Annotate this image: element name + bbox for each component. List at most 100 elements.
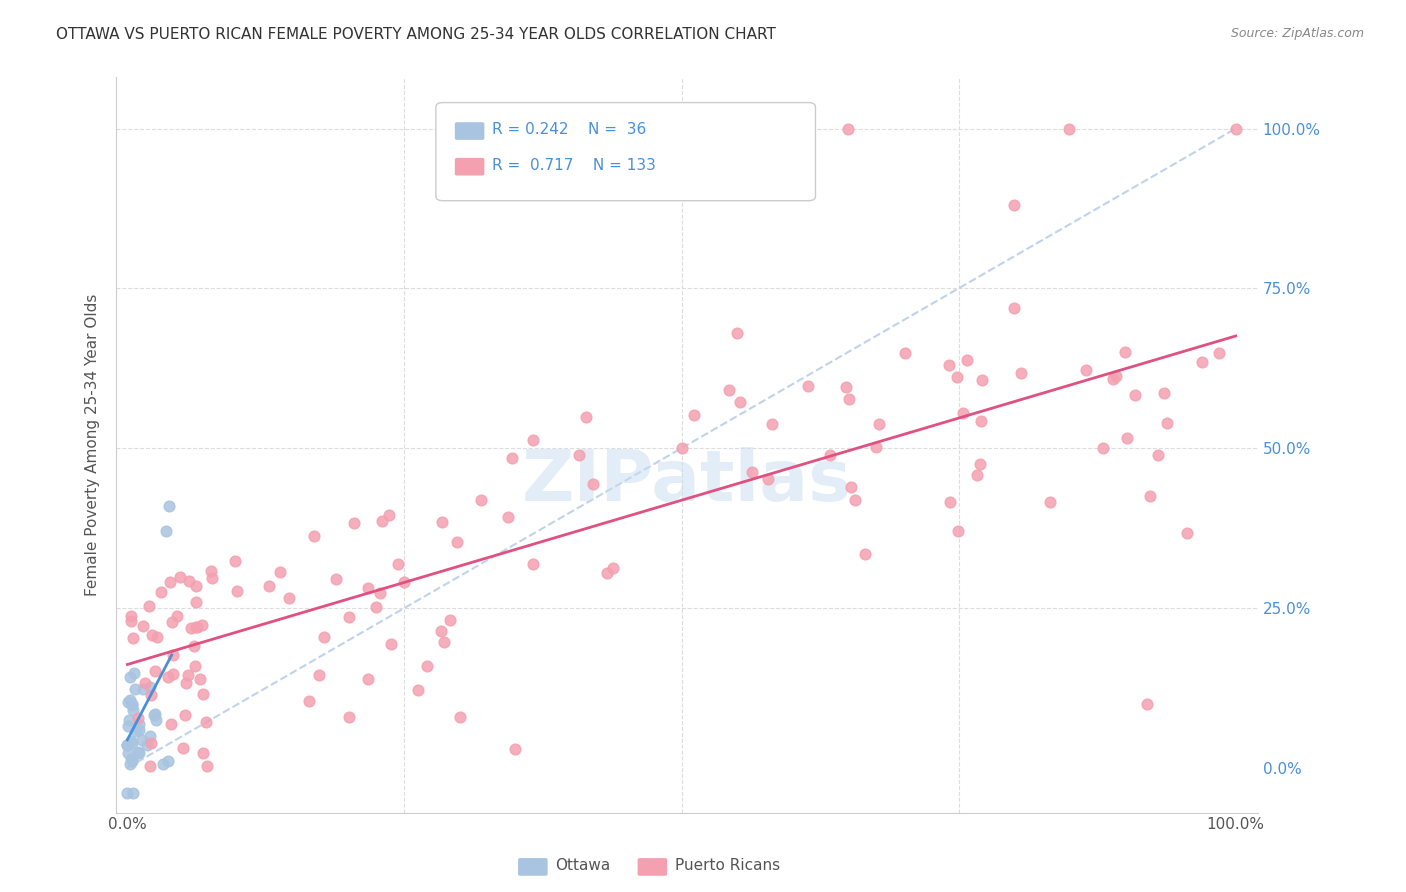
Text: Puerto Ricans: Puerto Ricans	[675, 858, 780, 872]
Point	[946, 370, 969, 384]
Point	[188, 672, 211, 686]
Point	[596, 566, 619, 580]
Point	[184, 658, 207, 673]
Point	[865, 440, 887, 454]
Point	[174, 675, 197, 690]
Point	[124, 681, 146, 696]
Point	[121, 754, 143, 768]
Point	[839, 480, 862, 494]
Point	[938, 495, 960, 509]
Point	[797, 379, 820, 393]
Point	[1091, 441, 1114, 455]
Point	[172, 740, 194, 755]
Point	[177, 574, 200, 589]
Point	[191, 687, 214, 701]
Point	[966, 467, 988, 482]
Point	[439, 613, 461, 627]
Point	[387, 557, 409, 571]
Point	[298, 694, 321, 708]
Point	[446, 535, 468, 549]
Point	[127, 711, 149, 725]
Point	[392, 574, 415, 589]
Point	[835, 380, 858, 394]
Point	[138, 599, 160, 613]
Point	[143, 664, 166, 678]
Point	[1139, 489, 1161, 503]
Point	[430, 624, 453, 639]
Point	[956, 353, 979, 368]
Point	[1136, 697, 1159, 711]
Point	[156, 754, 179, 768]
Point	[1156, 416, 1178, 430]
Point	[183, 639, 205, 653]
Point	[1123, 388, 1146, 402]
Point	[1002, 301, 1025, 315]
Point	[122, 786, 145, 800]
Point	[141, 688, 163, 702]
Point	[143, 707, 166, 722]
Point	[501, 451, 523, 466]
Text: OTTAWA VS PUERTO RICAN FEMALE POVERTY AMONG 25-34 YEAR OLDS CORRELATION CHART: OTTAWA VS PUERTO RICAN FEMALE POVERTY AM…	[56, 27, 776, 42]
Point	[225, 583, 247, 598]
Point	[135, 739, 157, 753]
Point	[125, 723, 148, 738]
Point	[257, 580, 280, 594]
Point	[186, 620, 208, 634]
Point	[969, 458, 991, 472]
Point	[269, 566, 291, 580]
Point	[671, 441, 693, 455]
Point	[1153, 386, 1175, 401]
Point	[430, 515, 453, 529]
Point	[1059, 121, 1081, 136]
Point	[159, 574, 181, 589]
Point	[117, 738, 139, 752]
Point	[132, 619, 155, 633]
Point	[844, 493, 866, 508]
Point	[818, 448, 841, 462]
Point	[302, 528, 325, 542]
Point	[193, 746, 215, 760]
Point	[117, 695, 139, 709]
Point	[728, 395, 751, 409]
Point	[145, 713, 167, 727]
Point	[868, 417, 890, 431]
Point	[602, 561, 624, 575]
Point	[131, 733, 153, 747]
Point	[160, 615, 183, 629]
Point	[155, 524, 177, 539]
Point	[325, 572, 347, 586]
Point	[121, 736, 143, 750]
Point	[761, 417, 783, 431]
Point	[195, 715, 218, 730]
Point	[117, 746, 139, 760]
Text: ZIPatlas: ZIPatlas	[522, 447, 852, 516]
Point	[139, 736, 162, 750]
Point	[357, 581, 380, 595]
Text: R =  0.717    N = 133: R = 0.717 N = 133	[492, 158, 657, 172]
Point	[1225, 121, 1247, 136]
Point	[522, 557, 544, 571]
Point	[1191, 354, 1213, 368]
Point	[1208, 345, 1230, 359]
Point	[120, 752, 142, 766]
Point	[1039, 494, 1062, 508]
Point	[200, 564, 222, 578]
Point	[894, 346, 917, 360]
Text: Source: ZipAtlas.com: Source: ZipAtlas.com	[1230, 27, 1364, 40]
Point	[433, 635, 456, 649]
Text: Ottawa: Ottawa	[555, 858, 610, 872]
Point	[152, 757, 174, 772]
Point	[195, 759, 218, 773]
Point	[128, 717, 150, 731]
Point	[756, 473, 779, 487]
Y-axis label: Female Poverty Among 25-34 Year Olds: Female Poverty Among 25-34 Year Olds	[86, 293, 100, 596]
Point	[342, 516, 364, 530]
Point	[837, 121, 859, 136]
Point	[145, 630, 167, 644]
Point	[120, 693, 142, 707]
Point	[117, 719, 139, 733]
Point	[1010, 367, 1032, 381]
Point	[522, 433, 544, 447]
Point	[1147, 448, 1170, 462]
Point	[224, 554, 246, 568]
